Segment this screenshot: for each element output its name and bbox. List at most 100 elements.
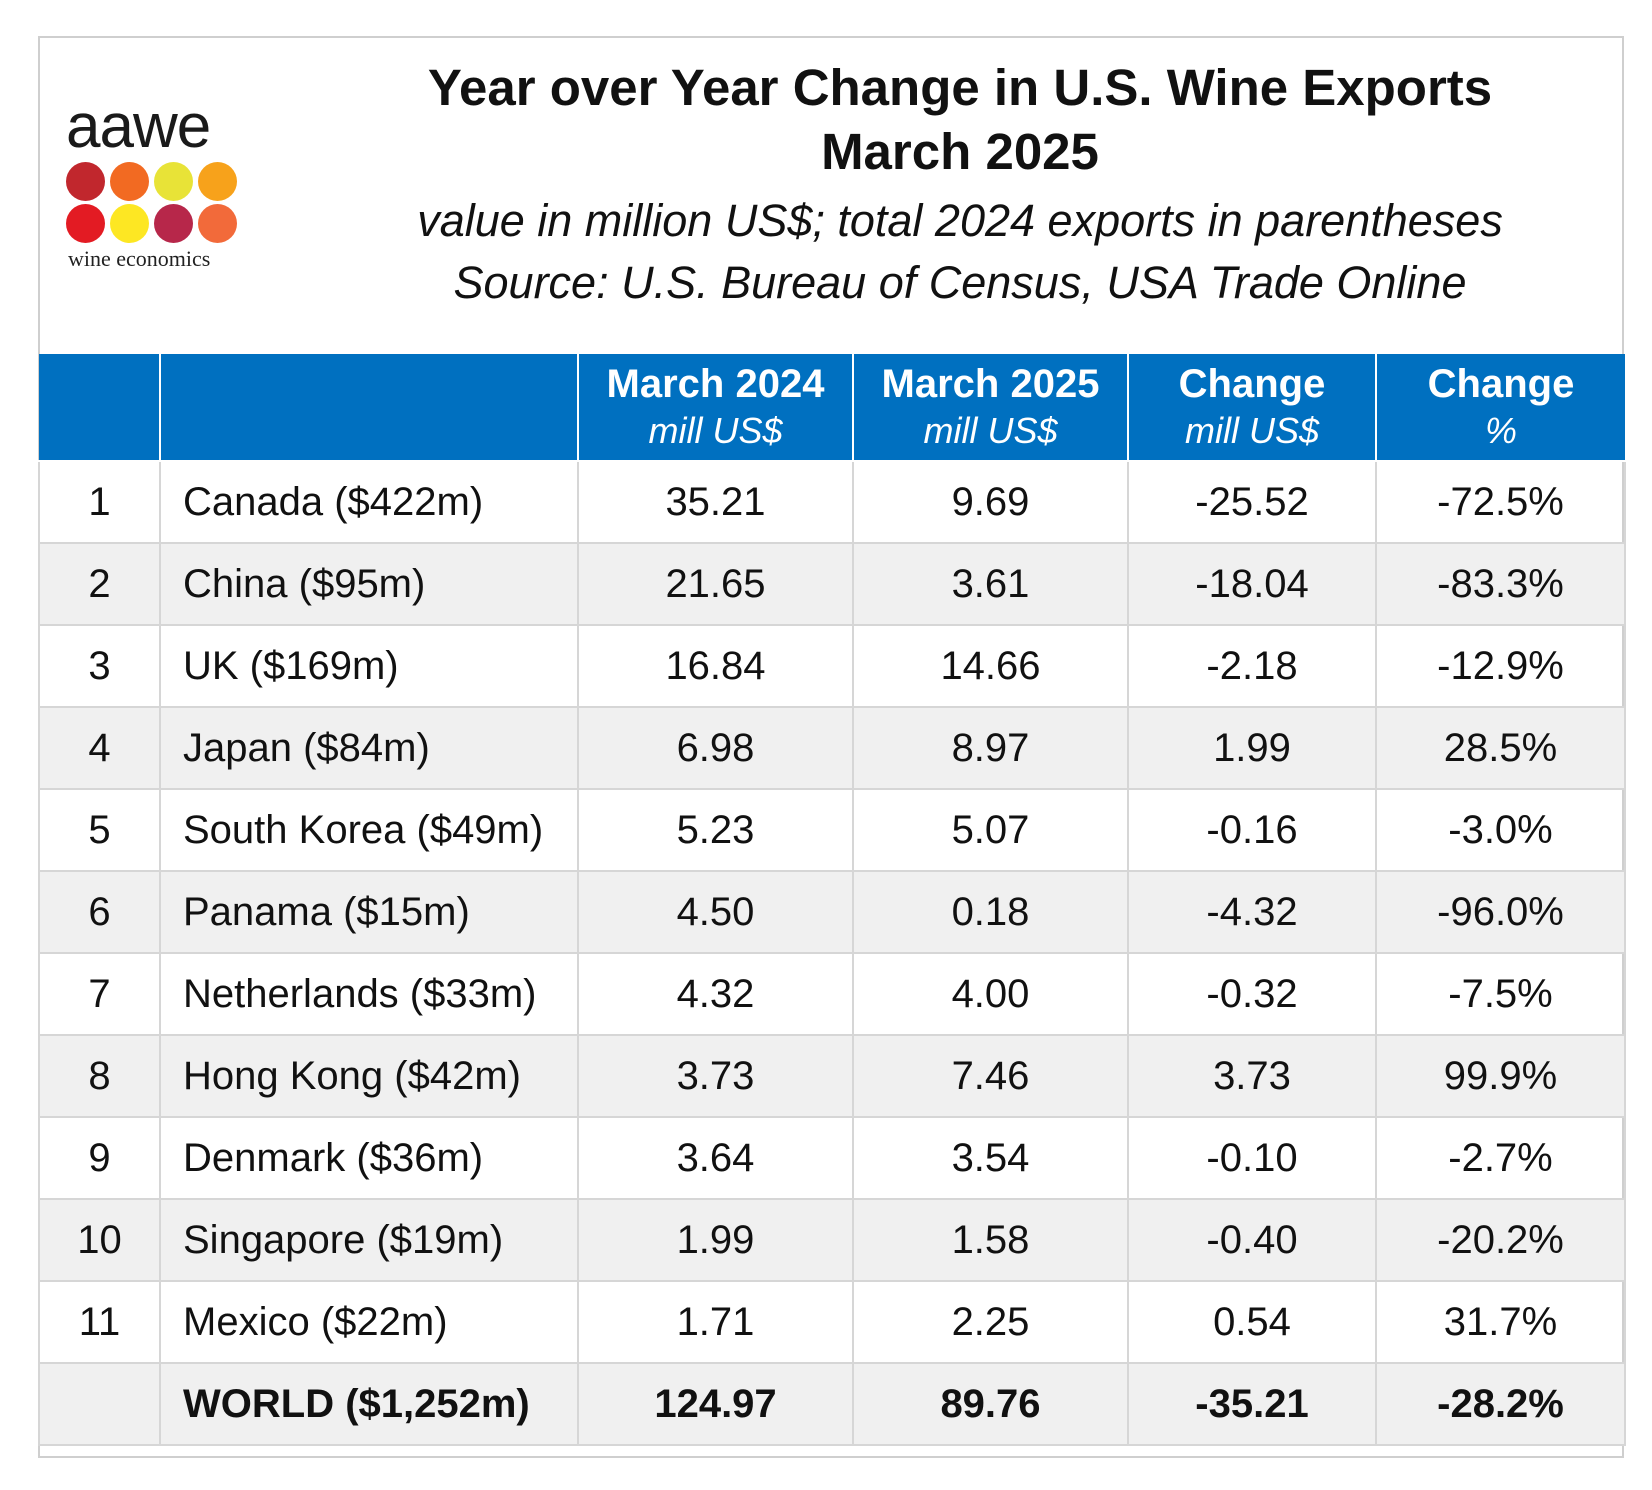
- march-2025-cell: 89.76: [852, 1362, 1129, 1446]
- change-percent-cell: -2.7%: [1375, 1116, 1626, 1200]
- logo-wordmark: aawe: [66, 92, 211, 161]
- table-row: 11 Mexico ($22m) 1.71 2.25 0.54 31.7%: [38, 1280, 1626, 1364]
- header-rank: [39, 354, 161, 462]
- table-row: 10 Singapore ($19m) 1.99 1.58 -0.40 -20.2%: [38, 1198, 1626, 1282]
- march-2025-cell: 2.25: [852, 1280, 1129, 1364]
- table-row: 1 Canada ($422m) 35.21 9.69 -25.52 -72.5%: [38, 460, 1626, 544]
- country-cell: China ($95m): [159, 542, 579, 626]
- march-2025-cell: 9.69: [852, 460, 1129, 544]
- march-2024-cell: 21.65: [577, 542, 854, 626]
- logo-dot: [110, 162, 149, 201]
- rank-cell: [38, 1362, 161, 1446]
- rank-cell: 10: [38, 1198, 161, 1282]
- header-change-value: Change mill US$: [1127, 354, 1377, 462]
- change-value-cell: 1.99: [1127, 706, 1377, 790]
- logo-dot: [154, 162, 193, 201]
- country-cell: UK ($169m): [159, 624, 579, 708]
- change-percent-cell: -96.0%: [1375, 870, 1626, 954]
- country-cell: WORLD ($1,252m): [159, 1362, 579, 1446]
- country-cell: Hong Kong ($42m): [159, 1034, 579, 1118]
- chart-title: Year over Year Change in U.S. Wine Expor…: [427, 59, 1493, 116]
- change-value-cell: -35.21: [1127, 1362, 1377, 1446]
- march-2025-cell: 3.54: [852, 1116, 1129, 1200]
- march-2024-cell: 5.23: [577, 788, 854, 872]
- rank-cell: 7: [38, 952, 161, 1036]
- title-block: Year over Year Change in U.S. Wine Expor…: [300, 56, 1620, 314]
- rank-cell: 6: [38, 870, 161, 954]
- country-cell: South Korea ($49m): [159, 788, 579, 872]
- change-value-cell: 0.54: [1127, 1280, 1377, 1364]
- change-value-cell: 3.73: [1127, 1034, 1377, 1118]
- march-2025-cell: 1.58: [852, 1198, 1129, 1282]
- march-2024-cell: 1.99: [577, 1198, 854, 1282]
- rank-cell: 9: [38, 1116, 161, 1200]
- change-percent-cell: -12.9%: [1375, 624, 1626, 708]
- header-unit-label: mill US$: [648, 410, 783, 451]
- logo-dots: [66, 162, 241, 243]
- country-cell: Denmark ($36m): [159, 1116, 579, 1200]
- march-2025-cell: 7.46: [852, 1034, 1129, 1118]
- country-cell: Mexico ($22m): [159, 1280, 579, 1364]
- change-value-cell: -0.10: [1127, 1116, 1377, 1200]
- march-2024-cell: 16.84: [577, 624, 854, 708]
- table-row: 4 Japan ($84m) 6.98 8.97 1.99 28.5%: [38, 706, 1626, 790]
- logo-subtitle: wine economics: [68, 246, 211, 271]
- header-main-label: Change: [1178, 362, 1326, 406]
- aawe-logo: aawe wine economics: [66, 96, 251, 276]
- march-2024-cell: 3.64: [577, 1116, 854, 1200]
- header-row: March 2024 mill US$ March 2025 mill US$ …: [39, 354, 1625, 462]
- march-2024-cell: 1.71: [577, 1280, 854, 1364]
- change-percent-cell: 28.5%: [1375, 706, 1626, 790]
- change-value-cell: -2.18: [1127, 624, 1377, 708]
- header-march-2025: March 2025 mill US$: [852, 354, 1129, 462]
- table-header: March 2024 mill US$ March 2025 mill US$ …: [39, 354, 1625, 462]
- change-percent-cell: -83.3%: [1375, 542, 1626, 626]
- change-percent-cell: -7.5%: [1375, 952, 1626, 1036]
- march-2025-cell: 3.61: [852, 542, 1129, 626]
- change-percent-cell: 99.9%: [1375, 1034, 1626, 1118]
- table-row: 6 Panama ($15m) 4.50 0.18 -4.32 -96.0%: [38, 870, 1626, 954]
- march-2025-cell: 4.00: [852, 952, 1129, 1036]
- chart-subtitle: value in million US$; total 2024 exports…: [417, 195, 1503, 246]
- table-row: 5 South Korea ($49m) 5.23 5.07 -0.16 -3.0%: [38, 788, 1626, 872]
- country-cell: Singapore ($19m): [159, 1198, 579, 1282]
- march-2025-cell: 0.18: [852, 870, 1129, 954]
- change-percent-cell: 31.7%: [1375, 1280, 1626, 1364]
- country-cell: Canada ($422m): [159, 460, 579, 544]
- table-row: 8 Hong Kong ($42m) 3.73 7.46 3.73 99.9%: [38, 1034, 1626, 1118]
- march-2025-cell: 8.97: [852, 706, 1129, 790]
- march-2024-cell: 124.97: [577, 1362, 854, 1446]
- march-2025-cell: 5.07: [852, 788, 1129, 872]
- rank-cell: 5: [38, 788, 161, 872]
- country-cell: Japan ($84m): [159, 706, 579, 790]
- logo-dot: [66, 162, 105, 201]
- logo-dot: [110, 204, 149, 243]
- table-row: 9 Denmark ($36m) 3.64 3.54 -0.10 -2.7%: [38, 1116, 1626, 1200]
- header-country: [159, 354, 579, 462]
- change-value-cell: -4.32: [1127, 870, 1377, 954]
- change-percent-cell: -20.2%: [1375, 1198, 1626, 1282]
- header-main-label: March 2025: [881, 362, 1100, 406]
- exports-table: March 2024 mill US$ March 2025 mill US$ …: [38, 354, 1626, 1446]
- change-percent-cell: -3.0%: [1375, 788, 1626, 872]
- march-2024-cell: 4.32: [577, 952, 854, 1036]
- header-unit-label: mill US$: [1184, 410, 1319, 451]
- logo-dot: [198, 204, 237, 243]
- rank-cell: 8: [38, 1034, 161, 1118]
- rank-cell: 11: [38, 1280, 161, 1364]
- logo-dot: [198, 162, 237, 201]
- change-percent-cell: -28.2%: [1375, 1362, 1626, 1446]
- change-percent-cell: -72.5%: [1375, 460, 1626, 544]
- chart-title-date: March 2025: [821, 123, 1099, 180]
- table-row: 3 UK ($169m) 16.84 14.66 -2.18 -12.9%: [38, 624, 1626, 708]
- header-main-label: March 2024: [606, 362, 825, 406]
- chart-source: Source: U.S. Bureau of Census, USA Trade…: [453, 257, 1467, 308]
- country-cell: Panama ($15m): [159, 870, 579, 954]
- total-row: WORLD ($1,252m) 124.97 89.76 -35.21 -28.2%: [38, 1362, 1626, 1446]
- header-unit-label: mill US$: [923, 410, 1058, 451]
- march-2024-cell: 3.73: [577, 1034, 854, 1118]
- table-row: 7 Netherlands ($33m) 4.32 4.00 -0.32 -7.5%: [38, 952, 1626, 1036]
- header-march-2024: March 2024 mill US$: [577, 354, 854, 462]
- header-main-label: Change: [1427, 362, 1575, 406]
- rank-cell: 1: [38, 460, 161, 544]
